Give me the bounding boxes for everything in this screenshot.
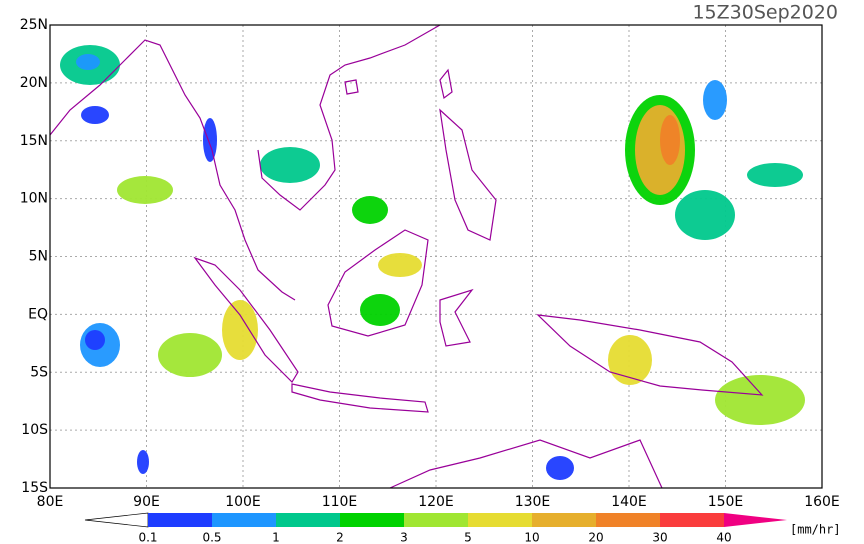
grid [49,24,823,489]
colorbar-segment [532,513,596,527]
colorbar-unit: [mm/hr] [790,523,841,537]
rain-area [117,176,173,204]
rain-area [158,333,222,377]
rain-area [260,147,320,183]
rain-area [352,196,388,224]
coastline [439,108,497,241]
lat-label: 20N [20,75,48,91]
title: 15Z30Sep2020 [692,2,838,24]
colorbar-label: 1 [272,531,280,544]
rain-area [546,456,574,480]
rain-area [660,115,680,165]
colorbar-segment [276,513,340,527]
lat-label: EQ [28,306,48,322]
rain-area [703,80,727,120]
colorbar-segment [212,513,276,527]
coastlines [49,24,764,489]
lon-label: 130E [515,494,551,510]
coastline [389,439,663,489]
rain-area [378,253,422,277]
lat-label: 15N [20,133,48,149]
rain-area [203,118,217,162]
colorbar-triangle [84,512,149,528]
lon-label: 80E [37,494,64,510]
lat-label: 25N [20,17,48,33]
rain-area [747,163,803,187]
colorbar-segment [660,513,724,527]
colorbar-label: 2 [336,531,344,544]
colorbar-label: 20 [588,531,603,544]
rain-area [222,300,258,360]
coastline [193,256,299,383]
colorbar-label: 3 [400,531,408,544]
rain-area [85,330,105,350]
colorbar-segment [468,513,532,527]
colorbar-label: 10 [524,531,539,544]
colorbar-label: 30 [652,531,667,544]
colorbar-segment [596,513,660,527]
colorbar-segment [148,513,212,527]
colorbar-segment [404,513,468,527]
map-frame [49,24,823,489]
coastline [291,383,429,413]
lat-label: 5N [29,249,48,265]
colorbar-label: 5 [464,531,472,544]
lon-label: 120E [418,494,454,510]
coastline [536,314,764,396]
coastline [257,24,441,211]
coastline [327,229,429,337]
lat-label: 10N [20,191,48,207]
colorbar-segment [340,513,404,527]
rain-area [81,106,109,124]
coastline [344,79,359,95]
lat-label: 10S [21,422,48,438]
coastline [49,39,296,301]
lon-label: 140E [611,494,647,510]
rain-area [608,335,652,385]
lat-label: 15S [21,480,48,496]
coastline [439,68,453,100]
lon-label: 90E [133,494,160,510]
colorbar-label: 40 [716,531,731,544]
colorbar: 0.1 0.5 1 2 3 5 10 20 30 40 [84,512,787,544]
colorbar-label: 0.5 [202,531,221,544]
coastline [439,288,474,347]
lon-label: 100E [225,494,261,510]
lat-label: 5S [30,364,48,380]
lon-label: 160E [804,494,840,510]
lon-label: 150E [708,494,744,510]
colorbar-triangle [724,513,787,527]
rain-area [675,190,735,240]
rain-area [137,450,149,474]
colorbar-label: 0.1 [138,531,157,544]
rain-area [715,375,805,425]
rain-area [360,294,400,326]
rain-field [60,45,805,480]
rain-area [76,54,100,70]
lon-label: 110E [322,494,358,510]
